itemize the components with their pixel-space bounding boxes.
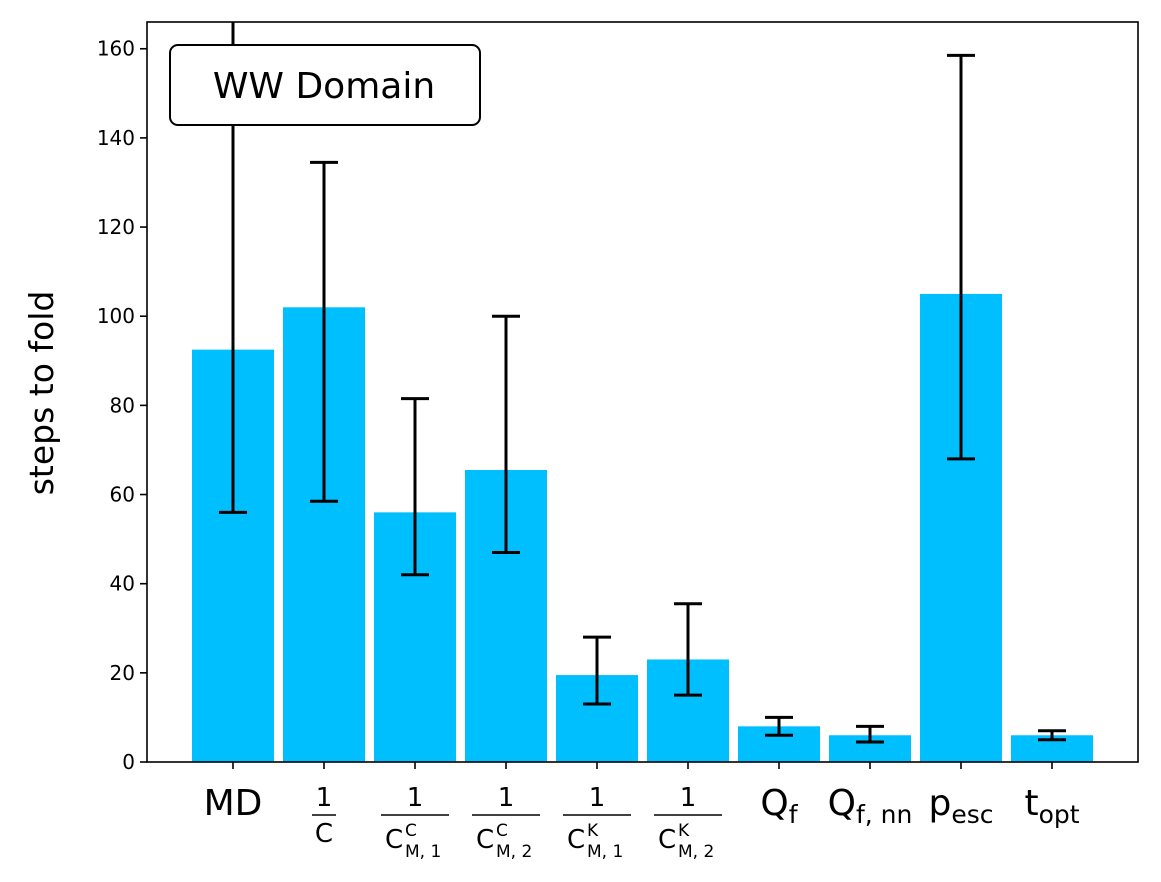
fraction-denominator: C xyxy=(567,825,585,855)
fraction-superscript: C xyxy=(405,821,417,841)
x-tick-label: 1C CM, 2 xyxy=(472,783,540,862)
fraction-subscript: M, 2 xyxy=(678,842,714,862)
fraction-numerator: 1 xyxy=(316,783,333,813)
fraction-numerator: 1 xyxy=(407,783,424,813)
x-tick-label-text: Qf xyxy=(760,783,798,829)
fraction-superscript: K xyxy=(678,821,690,841)
fraction-denominator: C xyxy=(476,825,494,855)
fraction-numerator: 1 xyxy=(680,783,697,813)
x-tick-label-text: pesc xyxy=(928,783,993,829)
annotation-text: WW Domain xyxy=(213,66,435,107)
x-tick-label: Qf, nn xyxy=(828,783,913,829)
fraction-subscript: M, 1 xyxy=(405,842,441,862)
y-tick-label: 100 xyxy=(97,304,135,328)
y-tick-label: 140 xyxy=(97,126,135,150)
x-tick-label: 1C KM, 1 xyxy=(563,783,631,862)
x-tick-label-text: Qf, nn xyxy=(828,783,913,829)
x-tick-label: 1C KM, 2 xyxy=(654,783,722,862)
x-tick-label: MD xyxy=(204,783,263,824)
errorbars-layer xyxy=(219,22,1066,744)
x-tick-label-text: MD xyxy=(204,783,263,824)
fraction-denominator: C xyxy=(385,825,403,855)
plot-frame xyxy=(146,21,1139,763)
y-tick-label: 40 xyxy=(110,572,135,596)
x-tick-label: topt xyxy=(1024,783,1079,829)
x-tick-label: Qf xyxy=(760,783,798,829)
fraction-subscript: M, 1 xyxy=(587,842,623,862)
y-tick-label: 60 xyxy=(110,483,135,507)
y-tick-label: 20 xyxy=(110,661,135,685)
fraction-numerator: 1 xyxy=(589,783,606,813)
fraction-superscript: C xyxy=(496,821,508,841)
fraction-subscript: M, 2 xyxy=(496,842,532,862)
x-tick-label: pesc xyxy=(928,783,993,829)
y-axis: 0 20 40 60 80 100 120 140 160 xyxy=(97,37,147,774)
x-tick-label-text: topt xyxy=(1024,783,1079,829)
x-tick-label: 1C CM, 1 xyxy=(381,783,449,862)
y-axis-title: steps to fold xyxy=(22,291,61,496)
y-tick-label: 0 xyxy=(122,750,135,774)
bars-layer xyxy=(192,293,1093,762)
fraction-numerator: 1 xyxy=(498,783,515,813)
y-tick-label: 160 xyxy=(97,37,135,61)
y-tick-label: 120 xyxy=(97,215,135,239)
fraction-denominator: C xyxy=(315,819,333,849)
x-tick-label: 1C xyxy=(312,783,336,849)
annotation-box: WW Domain xyxy=(169,44,481,126)
fraction-denominator: C xyxy=(658,825,676,855)
y-tick-label: 80 xyxy=(110,393,135,417)
fraction-superscript: K xyxy=(587,821,599,841)
